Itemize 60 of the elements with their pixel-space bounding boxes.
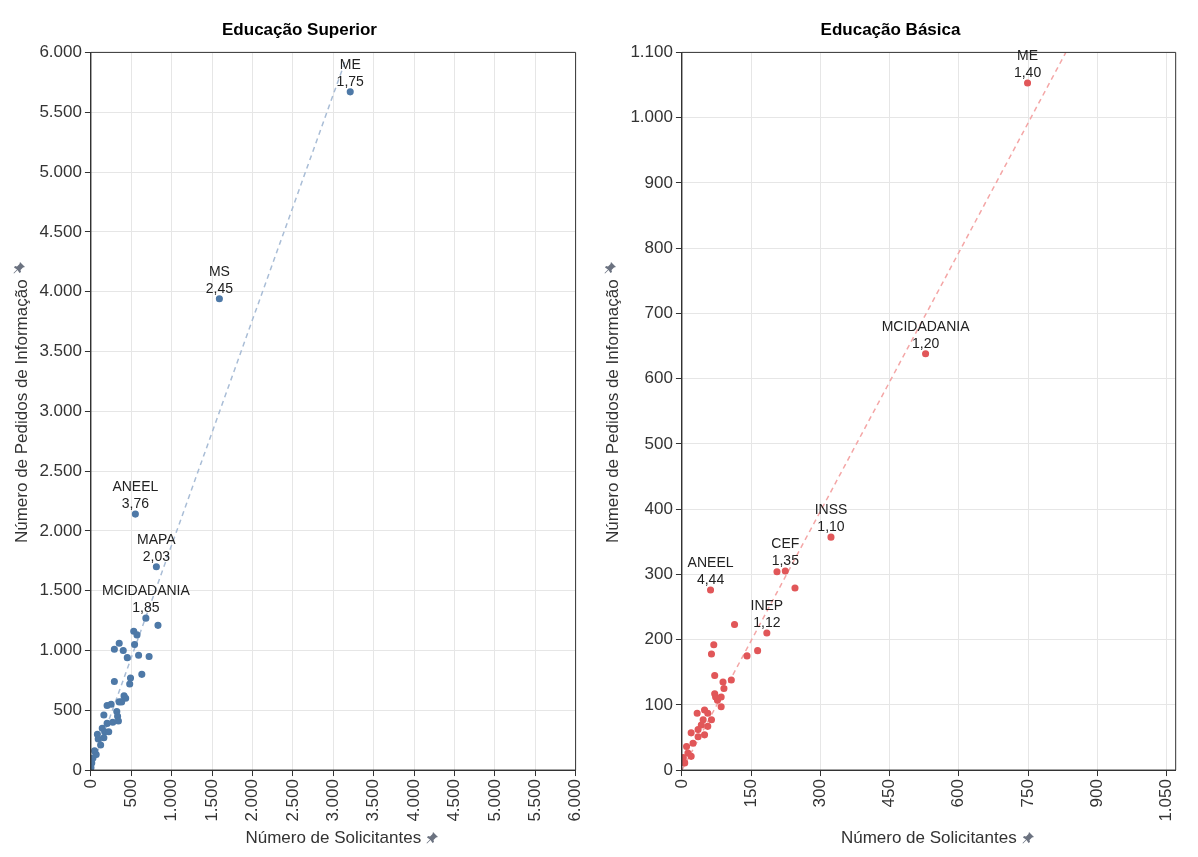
x-tick-label: 4.000 (403, 779, 423, 822)
y-tick-label: 1.000 (630, 107, 673, 127)
annotation: INEP 1,12 (750, 597, 784, 631)
y-tick-label: 4.000 (39, 281, 82, 301)
annotation: MAPA 2,03 (137, 530, 177, 564)
annotation: INSS 1,10 (814, 501, 848, 535)
x-tick-label: 0 (80, 779, 100, 789)
y-tick-label: 1.100 (630, 42, 673, 62)
x-tick-label: 2.500 (282, 779, 302, 822)
x-tick-label: 5.000 (484, 779, 504, 822)
y-tick-label: 400 (644, 498, 673, 518)
y-tick-label: 1.500 (39, 580, 82, 600)
y-tick-label: 700 (644, 303, 673, 323)
y-axis-title: Número de Pedidos de Informação (11, 279, 31, 544)
x-tick-label: 1.500 (201, 779, 221, 822)
y-tick-label: 2.500 (39, 460, 82, 480)
y-tick-label: 5.500 (39, 101, 82, 121)
y-tick-label: 6.000 (39, 42, 82, 62)
x-tick-label: 750 (1017, 779, 1037, 808)
y-tick-label: 2.000 (39, 520, 82, 540)
annotation: MCIDADANIA 1,20 (881, 317, 971, 351)
x-tick-label: 2.000 (242, 779, 262, 822)
x-tick-label: 3.000 (322, 779, 342, 822)
y-tick-label: 500 (53, 699, 82, 719)
y-tick-label: 3.500 (39, 341, 82, 361)
y-tick-label: 100 (644, 694, 673, 714)
y-tick-label: 200 (644, 629, 673, 649)
annotation: ANEEL 4,44 (687, 553, 734, 587)
x-tick-label: 900 (1086, 779, 1106, 808)
annotation: MS 2,45 (205, 262, 234, 296)
chart-title: Educação Básica (820, 19, 961, 39)
y-tick-label: 300 (644, 564, 673, 584)
x-tick-label: 600 (948, 779, 968, 808)
x-tick-label: 1.000 (161, 779, 181, 822)
y-axis-title: Número de Pedidos de Informação (602, 279, 622, 544)
x-tick-label: 3.500 (363, 779, 383, 822)
annotation: MCIDADANIA 1,85 (101, 582, 191, 616)
y-tick-label: 900 (644, 172, 673, 192)
y-tick-label: 4.500 (39, 221, 82, 241)
chart-title: Educação Superior (222, 19, 378, 39)
annotation: ANEEL 3,76 (112, 478, 159, 512)
x-tick-label: 150 (740, 779, 760, 808)
x-axis-title: Número de Solicitantes (245, 828, 422, 848)
y-tick-label: 600 (644, 368, 673, 388)
annotation: CEF 1,35 (771, 535, 800, 569)
y-tick-label: 500 (644, 433, 673, 453)
y-tick-label: 3.000 (39, 400, 82, 420)
x-axis-title: Número de Solicitantes (840, 828, 1017, 848)
x-tick-label: 450 (879, 779, 899, 808)
y-tick-label: 800 (644, 237, 673, 257)
x-tick-label: 4.500 (444, 779, 464, 822)
x-tick-label: 5.500 (524, 779, 544, 822)
y-tick-label: 1.000 (39, 640, 82, 660)
x-tick-label: 6.000 (565, 779, 585, 822)
x-tick-label: 0 (671, 779, 691, 789)
x-tick-label: 1.050 (1156, 779, 1176, 822)
x-tick-label: 500 (121, 779, 141, 808)
y-tick-label: 5.000 (39, 161, 82, 181)
x-tick-label: 300 (810, 779, 830, 808)
annotation: ME 1,75 (336, 55, 365, 89)
